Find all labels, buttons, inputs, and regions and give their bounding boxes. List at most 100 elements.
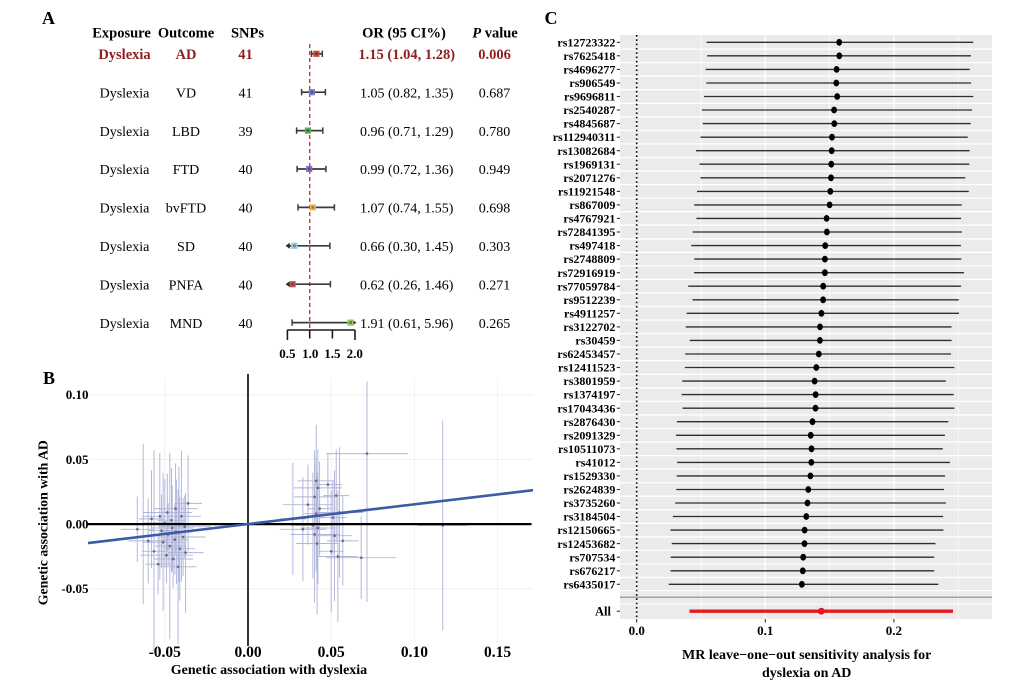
svg-text:0.15: 0.15 (484, 644, 511, 661)
svg-text:P value: P value (472, 26, 518, 42)
svg-text:rs77059784: rs77059784 (557, 279, 615, 293)
svg-text:41: 41 (238, 47, 253, 63)
svg-text:rs72841395: rs72841395 (557, 225, 615, 239)
svg-text:0.2: 0.2 (886, 623, 902, 638)
svg-text:rs9696811: rs9696811 (564, 90, 615, 104)
svg-text:rs9512239: rs9512239 (563, 293, 615, 307)
svg-text:0.780: 0.780 (479, 125, 511, 140)
svg-text:0.10: 0.10 (401, 644, 428, 661)
svg-text:1.0: 1.0 (302, 346, 318, 361)
svg-text:0.10: 0.10 (66, 387, 89, 402)
svg-text:0.271: 0.271 (479, 278, 511, 293)
svg-text:rs497418: rs497418 (569, 239, 615, 253)
svg-text:rs2748809: rs2748809 (563, 252, 615, 266)
svg-text:B: B (43, 368, 55, 388)
svg-text:40: 40 (239, 163, 253, 178)
svg-text:FTD: FTD (173, 163, 199, 178)
svg-text:MR leave−one−out sensitivity a: MR leave−one−out sensitivity analysis fo… (682, 648, 931, 663)
svg-text:rs2091329: rs2091329 (563, 428, 615, 442)
svg-text:rs12150665: rs12150665 (557, 523, 615, 537)
svg-text:rs3122702: rs3122702 (563, 320, 615, 334)
svg-text:rs3801959: rs3801959 (563, 374, 615, 388)
svg-text:1.91 (0.61, 5.96): 1.91 (0.61, 5.96) (360, 317, 454, 332)
svg-text:Dyslexia: Dyslexia (100, 317, 151, 332)
svg-text:1.15 (1.04, 1.28): 1.15 (1.04, 1.28) (358, 47, 455, 63)
svg-text:40: 40 (239, 240, 253, 255)
svg-text:rs1374197: rs1374197 (563, 388, 615, 402)
svg-text:rs11921548: rs11921548 (558, 185, 615, 199)
svg-text:rs3735260: rs3735260 (563, 496, 615, 510)
svg-text:rs30459: rs30459 (575, 334, 615, 348)
svg-text:rs2876430: rs2876430 (563, 415, 615, 429)
svg-text:rs4911257: rs4911257 (564, 306, 615, 320)
svg-text:0.62 (0.26, 1.46): 0.62 (0.26, 1.46) (360, 278, 454, 293)
svg-text:0.949: 0.949 (479, 163, 511, 178)
svg-text:rs12453682: rs12453682 (557, 537, 615, 551)
svg-text:rs62453457: rs62453457 (557, 347, 615, 361)
svg-text:0.66 (0.30, 1.45): 0.66 (0.30, 1.45) (360, 240, 454, 255)
svg-text:rs12723322: rs12723322 (557, 35, 615, 49)
svg-text:rs112940311: rs112940311 (553, 130, 616, 144)
svg-text:0.5: 0.5 (279, 346, 296, 361)
svg-text:Exposure: Exposure (92, 26, 151, 42)
svg-text:MND: MND (170, 317, 203, 332)
svg-text:bvFTD: bvFTD (166, 202, 206, 217)
svg-text:rs906549: rs906549 (569, 76, 615, 90)
svg-text:A: A (42, 8, 55, 28)
svg-text:-0.05: -0.05 (149, 644, 182, 661)
svg-text:Dyslexia: Dyslexia (100, 86, 151, 101)
svg-text:Dyslexia: Dyslexia (100, 202, 151, 217)
svg-text:rs2540287: rs2540287 (563, 103, 615, 117)
svg-text:LBD: LBD (172, 125, 200, 140)
svg-text:rs4767921: rs4767921 (563, 212, 615, 226)
svg-text:OR (95 CI%): OR (95 CI%) (362, 26, 446, 42)
svg-text:rs4845687: rs4845687 (563, 117, 615, 131)
svg-text:39: 39 (239, 125, 253, 140)
svg-text:rs13082684: rs13082684 (557, 144, 615, 158)
svg-text:0.00: 0.00 (66, 517, 89, 532)
svg-text:Dyslexia: Dyslexia (100, 125, 151, 140)
svg-text:rs7625418: rs7625418 (563, 49, 615, 63)
svg-text:40: 40 (239, 317, 253, 332)
svg-text:0.99 (0.72, 1.36): 0.99 (0.72, 1.36) (360, 163, 454, 178)
svg-text:SD: SD (177, 240, 195, 255)
svg-text:Outcome: Outcome (158, 26, 215, 42)
svg-text:1.07 (0.74, 1.55): 1.07 (0.74, 1.55) (360, 202, 454, 217)
svg-text:1.5: 1.5 (324, 346, 341, 361)
svg-text:0.05: 0.05 (66, 452, 89, 467)
svg-text:-0.05: -0.05 (61, 581, 89, 596)
svg-text:Genetic association with AD: Genetic association with AD (36, 440, 51, 605)
svg-text:C: C (545, 8, 558, 28)
svg-text:0.96 (0.71, 1.29): 0.96 (0.71, 1.29) (360, 125, 454, 140)
svg-text:rs72916919: rs72916919 (557, 266, 615, 280)
svg-text:40: 40 (239, 278, 253, 293)
svg-text:0.0: 0.0 (629, 623, 645, 638)
svg-text:SNPs: SNPs (231, 26, 264, 42)
svg-text:0.05: 0.05 (318, 644, 345, 661)
svg-text:Dyslexia: Dyslexia (98, 47, 151, 63)
svg-text:0.687: 0.687 (479, 86, 511, 101)
svg-text:rs4696277: rs4696277 (563, 63, 615, 77)
svg-text:Dyslexia: Dyslexia (100, 278, 151, 293)
svg-text:0.1: 0.1 (757, 623, 773, 638)
svg-text:40: 40 (239, 202, 253, 217)
svg-text:AD: AD (176, 47, 197, 63)
svg-text:rs2071276: rs2071276 (563, 171, 615, 185)
svg-text:rs2624839: rs2624839 (563, 483, 615, 497)
svg-text:PNFA: PNFA (169, 278, 205, 293)
svg-text:1.05 (0.82, 1.35): 1.05 (0.82, 1.35) (360, 86, 454, 101)
svg-text:rs10511073: rs10511073 (558, 442, 615, 456)
svg-text:0.006: 0.006 (478, 47, 511, 63)
svg-text:rs17043436: rs17043436 (557, 401, 615, 415)
svg-text:VD: VD (176, 86, 196, 101)
svg-text:rs41012: rs41012 (575, 456, 615, 470)
svg-text:0.265: 0.265 (479, 317, 511, 332)
svg-text:Genetic association with dysle: Genetic association with dyslexia (171, 663, 367, 678)
svg-text:rs676217: rs676217 (569, 564, 615, 578)
svg-text:dyslexia on AD: dyslexia on AD (762, 666, 851, 681)
svg-text:All: All (595, 605, 612, 619)
svg-text:rs867009: rs867009 (569, 198, 615, 212)
svg-text:rs12411523: rs12411523 (558, 361, 615, 375)
svg-text:rs1529330: rs1529330 (563, 469, 615, 483)
svg-text:0.698: 0.698 (479, 202, 511, 217)
